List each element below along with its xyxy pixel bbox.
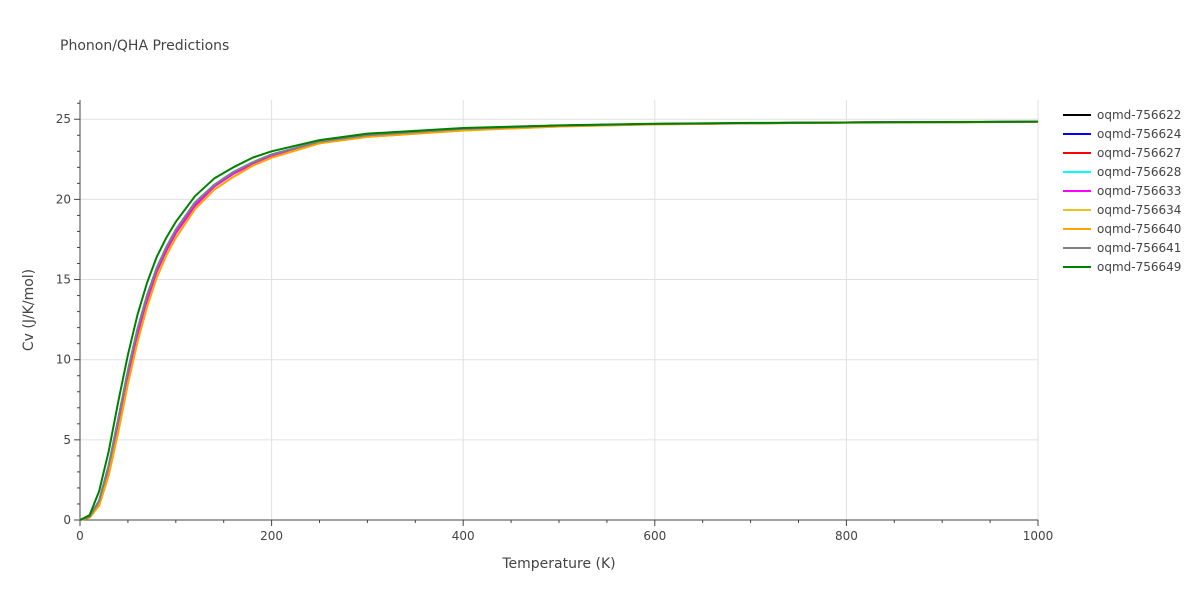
legend-label: oqmd-756640 — [1097, 222, 1181, 236]
legend-label: oqmd-756649 — [1097, 260, 1181, 274]
y-tick-label: 0 — [63, 513, 71, 527]
x-tick-label: 200 — [260, 529, 283, 543]
axis-layer: 0 200 400 600 800 1000 0 5 10 15 20 25 — [56, 100, 1054, 543]
x-axis-label: Temperature (K) — [501, 556, 615, 572]
legend-label: oqmd-756633 — [1097, 184, 1181, 198]
y-tick-label: 20 — [56, 192, 71, 206]
x-tick-label: 0 — [76, 529, 84, 543]
legend-label: oqmd-756641 — [1097, 241, 1181, 255]
series-layer — [79, 120, 1039, 521]
y-tick-label: 5 — [63, 433, 71, 447]
x-tick-label: 600 — [643, 529, 666, 543]
legend-label: oqmd-756627 — [1097, 146, 1181, 160]
x-tick-label: 400 — [452, 529, 475, 543]
legend-label: oqmd-756628 — [1097, 165, 1181, 179]
x-tick-label: 800 — [835, 529, 858, 543]
grid-layer — [80, 100, 1039, 520]
y-tick-label: 15 — [56, 273, 71, 287]
legend-label: oqmd-756622 — [1097, 108, 1181, 122]
y-tick-label: 10 — [56, 353, 71, 367]
x-tick-label: 1000 — [1023, 529, 1054, 543]
y-axis-label: Cv (J/K/mol) — [21, 269, 37, 351]
legend-label: oqmd-756634 — [1097, 203, 1181, 217]
legend: oqmd-756622 oqmd-756624 oqmd-756627 oqmd-75… — [1063, 108, 1181, 274]
chart-title: Phonon/QHA Predictions — [60, 38, 229, 54]
y-tick-label: 25 — [56, 112, 71, 126]
legend-label: oqmd-756624 — [1097, 127, 1181, 141]
series-line-oqmd-756649 — [79, 120, 1039, 521]
